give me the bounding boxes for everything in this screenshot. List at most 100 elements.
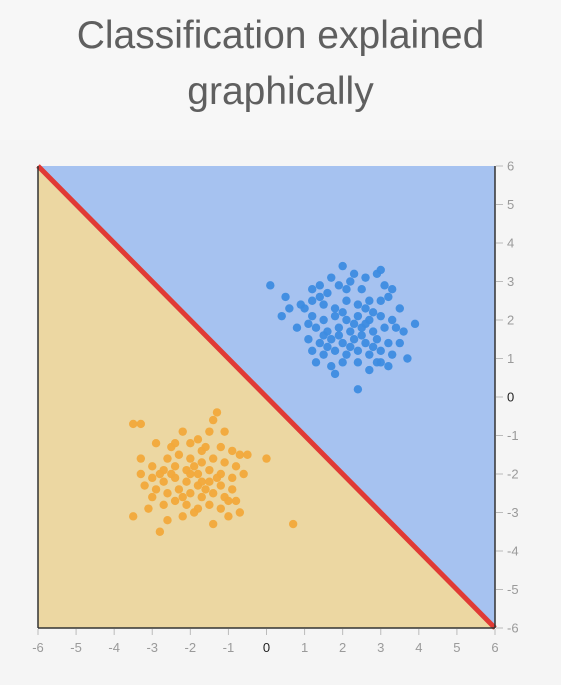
point-series-0-9 — [315, 281, 325, 290]
point-series-1-48 — [170, 496, 180, 506]
x-tick-label-7: 1 — [301, 640, 308, 655]
x-tick-label-8: 2 — [339, 640, 346, 655]
x-tick-label-9: 3 — [377, 640, 384, 655]
y-axis-ticks: 6 5 4 3 2 1 0 -1 -2 -3 -4 -5 -6 — [496, 159, 519, 636]
point-series-0-82 — [368, 308, 378, 317]
y-tick-label-0: 6 — [507, 159, 514, 174]
point-series-0-80 — [327, 273, 336, 282]
x-tick-label-11: 5 — [453, 640, 460, 655]
point-series-0-33 — [311, 323, 321, 332]
point-series-0-24 — [308, 311, 317, 321]
point-series-0-35 — [334, 323, 344, 332]
point-series-1-71 — [262, 454, 271, 463]
point-series-1-49 — [182, 500, 191, 509]
point-series-0-40 — [391, 323, 401, 332]
point-series-0-85 — [395, 304, 404, 313]
point-series-0-0 — [323, 288, 332, 298]
point-series-1-52 — [216, 504, 225, 513]
y-tick-label-2: 4 — [507, 236, 514, 251]
x-tick-label-2: -4 — [108, 640, 120, 655]
axes — [37, 166, 496, 629]
point-series-1-29 — [148, 473, 157, 483]
classification-scatter-chart: -6 -5 -4 -3 -2 -1 0 1 2 3 4 5 6 6 5 4 3 2 1 0 -1 -2 -3 -4 -5 -6 — [0, 140, 561, 685]
point-series-1-64 — [189, 462, 199, 471]
point-series-0-53 — [330, 346, 340, 355]
point-series-1-63 — [167, 469, 176, 479]
decision-boundary — [36, 164, 497, 630]
point-series-0-25 — [319, 315, 328, 325]
point-series-0-26 — [330, 311, 340, 321]
point-series-1-34 — [205, 477, 214, 486]
point-series-0-36 — [346, 327, 355, 336]
point-series-1-67 — [201, 442, 210, 452]
point-series-1-77 — [239, 469, 248, 479]
point-series-0-45 — [327, 335, 336, 344]
point-series-0-87 — [319, 331, 328, 340]
point-series-1-30 — [159, 477, 168, 486]
point-series-1-72 — [224, 496, 233, 506]
point-series-0-17 — [384, 292, 393, 302]
point-series-0-48 — [361, 338, 370, 348]
point-series-0-23 — [296, 300, 305, 309]
point-series-0-31 — [387, 315, 397, 325]
point-series-1-58 — [163, 516, 172, 525]
y-tick-label-10: -4 — [507, 544, 519, 559]
y-tick-label-9: -3 — [507, 505, 519, 520]
point-series-1-32 — [182, 477, 191, 486]
chart-title-line-1: Classification explained — [76, 14, 485, 57]
point-series-1-51 — [205, 500, 214, 509]
point-series-1-65 — [212, 473, 222, 483]
point-series-1-13 — [163, 454, 172, 463]
point-series-0-16 — [376, 296, 385, 305]
point-series-0-67 — [349, 319, 359, 329]
x-tick-label-6: 0 — [263, 640, 270, 655]
y-tick-label-4: 2 — [507, 313, 514, 328]
point-series-0-41 — [399, 327, 408, 336]
point-series-1-45 — [231, 496, 241, 506]
point-series-1-53 — [144, 504, 153, 513]
point-series-1-2 — [205, 427, 214, 436]
point-series-1-37 — [140, 481, 149, 490]
point-series-1-15 — [186, 454, 195, 463]
x-tick-label-1: -5 — [70, 640, 82, 655]
x-tick-label-12: 6 — [491, 640, 498, 655]
point-series-1-3 — [208, 415, 218, 425]
point-series-0-44 — [315, 338, 325, 348]
point-series-1-38 — [151, 485, 161, 494]
point-series-0-79 — [361, 273, 370, 282]
point-series-1-20 — [148, 462, 157, 471]
point-series-1-1 — [193, 435, 203, 444]
x-tick-label-3: -3 — [146, 640, 158, 655]
point-series-1-76 — [197, 477, 206, 486]
point-series-1-14 — [174, 450, 184, 459]
y-tick-label-5: 1 — [507, 351, 514, 366]
point-series-0-42 — [410, 319, 420, 329]
point-series-0-57 — [376, 346, 385, 355]
point-series-1-18 — [220, 458, 229, 467]
y-tick-label-3: 3 — [507, 274, 514, 289]
y-tick-label-6: 0 — [507, 390, 514, 405]
point-series-1-35 — [216, 481, 225, 490]
point-series-0-22 — [281, 292, 290, 302]
point-series-1-73 — [170, 439, 180, 448]
point-series-0-52 — [319, 350, 328, 359]
point-series-0-72 — [323, 342, 332, 352]
point-series-0-78 — [315, 292, 325, 302]
point-series-0-14 — [353, 300, 363, 309]
x-tick-label-0: -6 — [32, 640, 44, 655]
point-series-0-39 — [380, 323, 389, 332]
point-series-1-39 — [163, 489, 172, 498]
point-series-0-8 — [338, 261, 347, 271]
point-series-1-12 — [235, 450, 245, 459]
chart-title-line-2: graphically — [187, 70, 374, 113]
point-series-1-66 — [178, 492, 187, 502]
point-series-0-69 — [346, 342, 355, 352]
point-series-0-75 — [403, 354, 412, 363]
point-series-0-76 — [384, 362, 393, 371]
point-series-1-68 — [186, 469, 195, 479]
point-series-1-78 — [136, 454, 146, 463]
point-series-1-46 — [148, 492, 157, 502]
point-series-0-74 — [395, 338, 404, 348]
point-series-1-17 — [208, 454, 218, 463]
point-series-0-88 — [342, 285, 351, 294]
